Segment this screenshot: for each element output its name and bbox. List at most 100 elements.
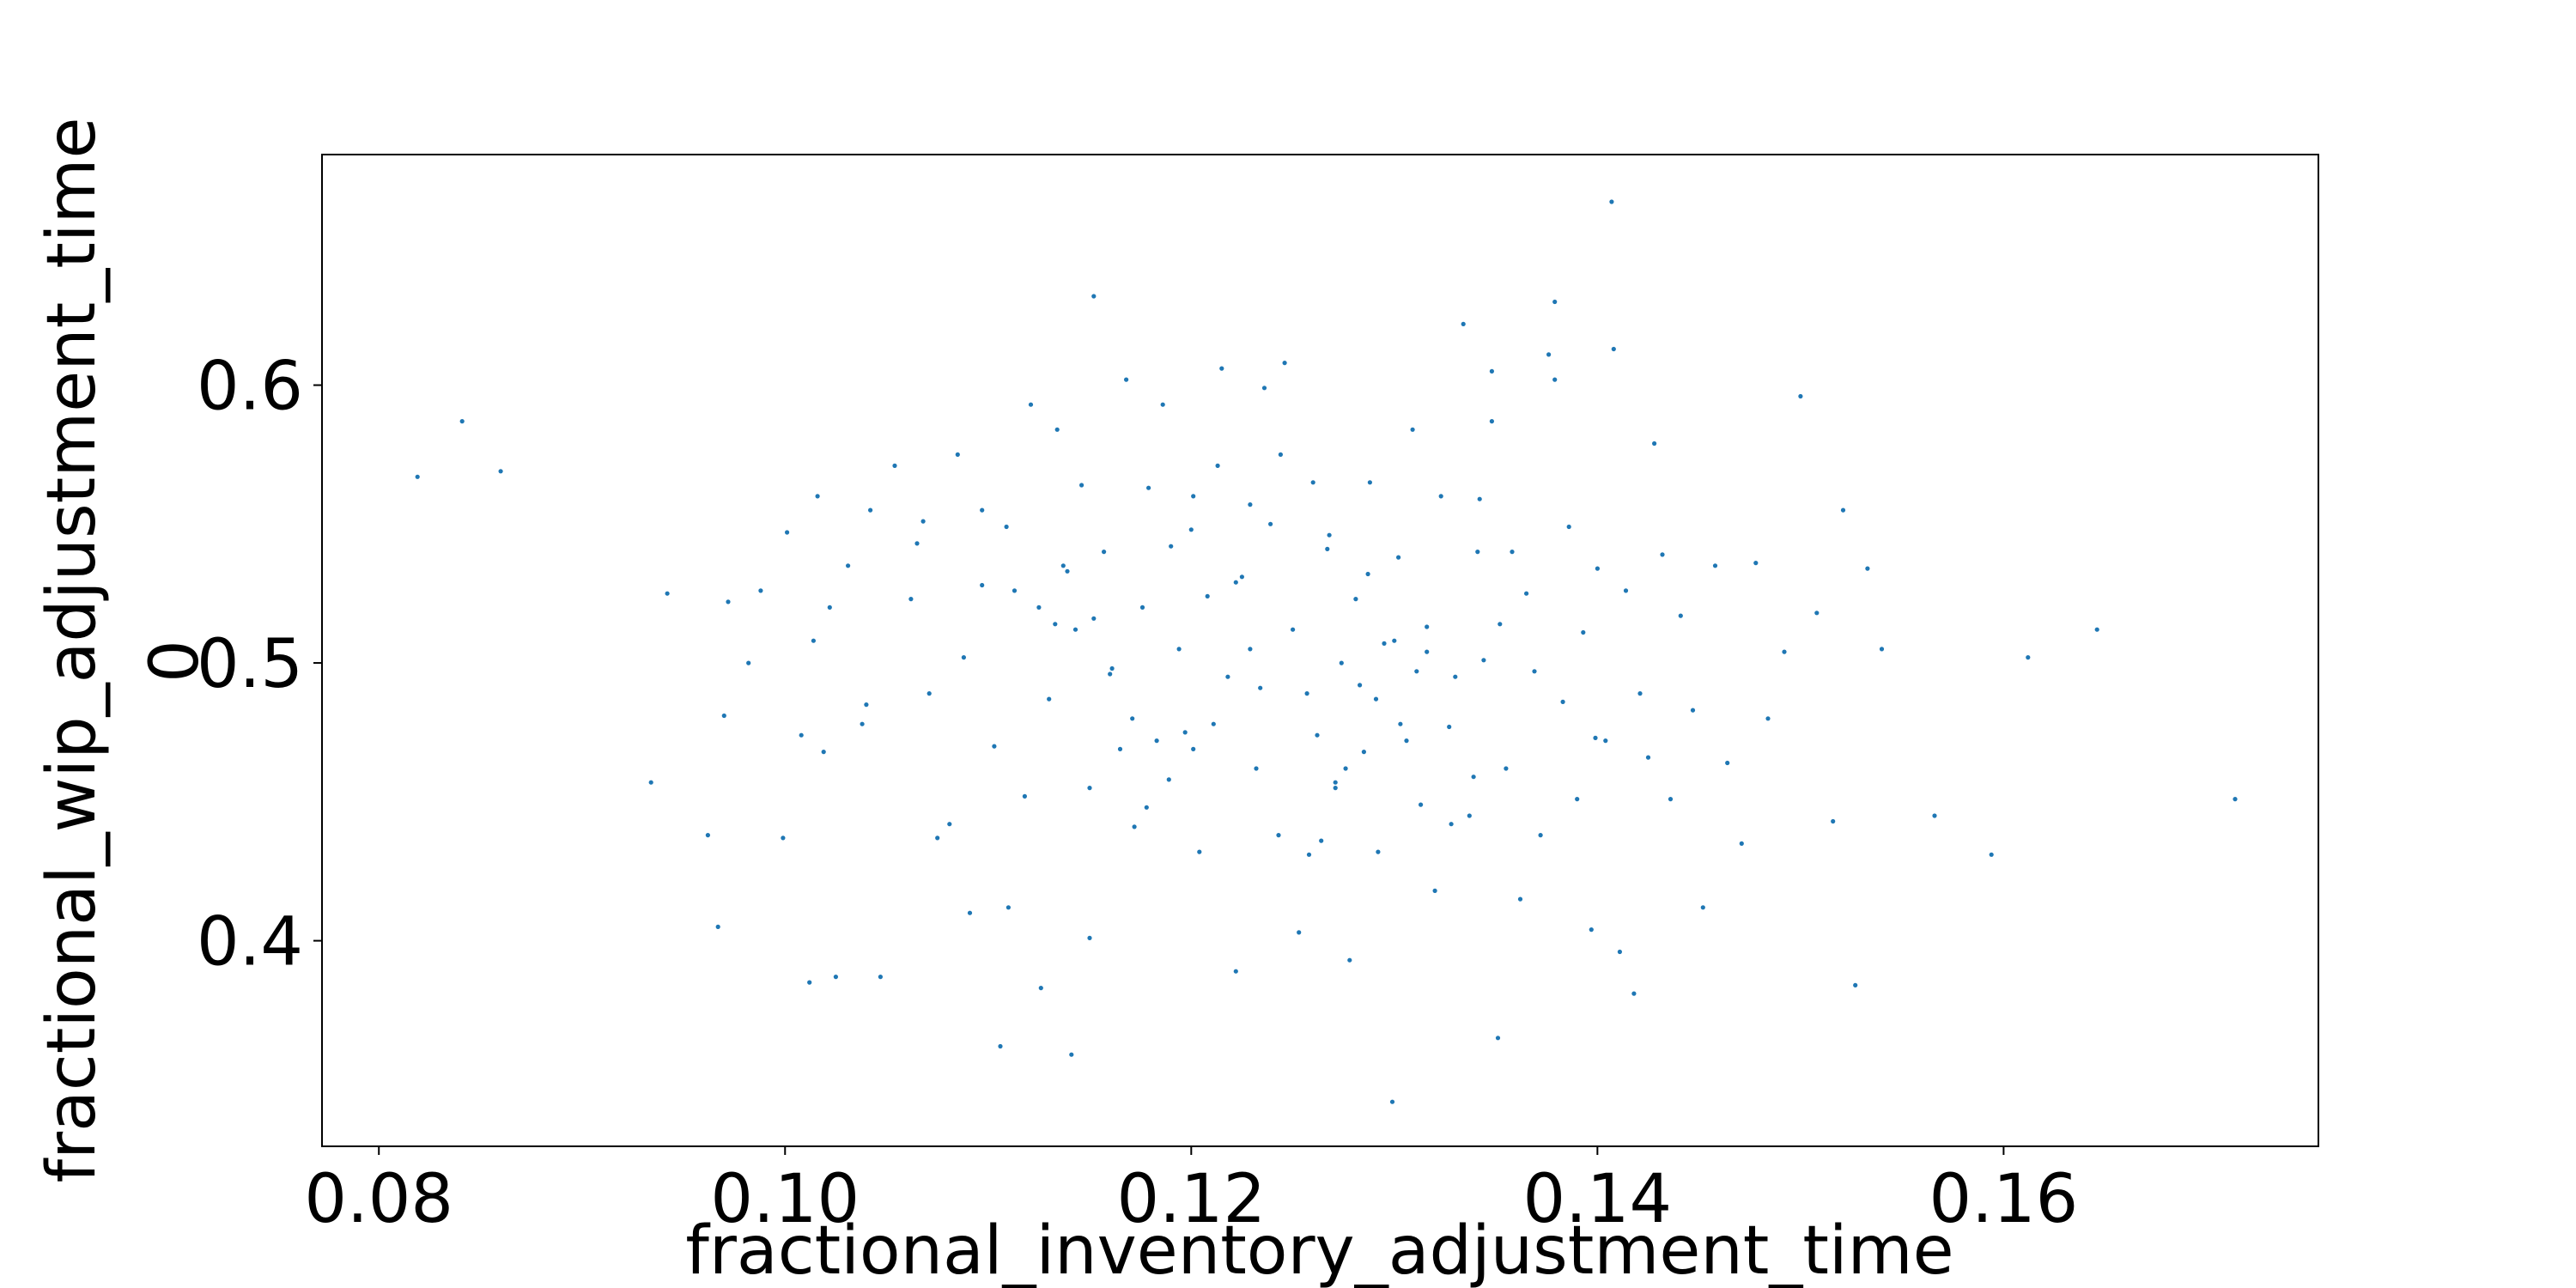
scatter-point [1144,805,1149,810]
y-tick-label: 0.6 [197,349,303,426]
scatter-point [998,1043,1003,1049]
scatter-point [1211,721,1216,726]
scatter-point [781,835,786,841]
scatter-point [1319,838,1324,843]
scatter-point [1339,660,1344,665]
scatter-point [459,419,465,424]
x-axis: 0.08 0.10 0.12 0.14 0.16 [304,1146,2078,1238]
scatter-point [1637,691,1643,696]
scatter-point [1327,532,1332,538]
scatter-point [1254,766,1259,771]
scatter-point [1047,696,1052,702]
scatter-point [935,835,940,841]
scatter-point [1389,1099,1395,1104]
scatter-point [1343,766,1348,771]
scatter-point [1481,658,1486,663]
scatter-point [1617,949,1622,955]
scatter-point [1382,641,1387,647]
scatter-point [1396,555,1401,560]
scatter-point [1398,721,1403,726]
scatter-point [1091,294,1097,299]
scatter-point [864,702,869,708]
scatter-point [705,833,711,838]
scatter-point [1261,386,1267,391]
scatter-point [1306,852,1312,857]
scatter-point [1291,627,1296,632]
scatter-point [715,924,720,929]
scatter-point [1233,969,1238,974]
scatter-point [815,494,820,499]
scatter-point [1191,746,1196,752]
scatter-point [1566,524,1571,530]
scatter-point [1304,691,1309,696]
scatter-point [1166,777,1171,782]
scatter-point [1248,502,1253,507]
scatter-point [947,822,952,827]
y-axis: 0.4 0.5 0.6 [197,349,322,981]
scatter-point [1315,732,1320,738]
x-axis-label: fractional_inventory_adjustment_time [685,1212,1953,1288]
scatter-point [1552,377,1558,382]
scatter-point [1069,1052,1074,1057]
scatter-point [1176,647,1182,652]
x-tick-label: 0.10 [710,1161,860,1238]
scatter-point [1438,494,1443,499]
y-tick-label: 0.5 [197,626,303,703]
scatter-point [1538,833,1543,838]
scatter-point [827,605,832,611]
scatter-point [1603,738,1608,744]
scatter-point [1146,485,1151,490]
scatter-point [1814,611,1820,616]
scatter-point [1268,521,1273,526]
scatter-point [1865,566,1870,571]
scatter-point [860,721,865,726]
scatter-point [821,750,826,755]
scatter-point [1425,624,1430,629]
scatter-point [1258,685,1263,690]
data-points [415,199,2238,1104]
scatter-point [1278,452,1283,458]
scatter-point [1028,402,1034,407]
scatter-point [1700,905,1705,910]
scatter-point [1581,629,1586,635]
scatter-point [868,507,873,513]
scatter-point [1609,199,1614,204]
scatter-point [1065,568,1070,574]
scatter-point [1109,665,1115,671]
scatter-point [1510,550,1515,555]
scatter-point [1546,352,1552,357]
scatter-point [1668,797,1674,802]
scatter-point [1498,622,1503,627]
scatter-point [908,597,914,602]
scatter-point [665,591,670,596]
x-tick-label: 0.12 [1116,1161,1266,1238]
scatter-point [799,732,804,738]
y-axis-label-suffix: 0 [137,640,214,683]
scatter-point [1575,797,1580,802]
scatter-point [1022,793,1027,799]
scatter-point [1449,822,1454,827]
scatter-point [1367,480,1372,485]
scatter-point [914,541,920,546]
scatter-point [1191,494,1196,499]
scatter-point [1589,927,1594,933]
scatter-point [1325,546,1330,552]
scatter-point [920,519,926,524]
scatter-point [961,655,966,660]
scatter-point [1690,708,1696,713]
scatter-point [1182,730,1188,735]
scatter-point [1467,813,1472,818]
scatter-point [1489,368,1494,374]
scatter-point [1611,346,1616,352]
scatter-point [726,599,731,605]
scatter-point [1798,393,1803,399]
scatter-point [1353,597,1358,602]
y-tick-label: 0.4 [197,904,303,981]
scatter-point [1139,605,1145,611]
scatter-point [1495,1036,1501,1041]
scatter-point [1524,591,1529,596]
scatter-point [1079,483,1084,488]
scatter-point [1725,760,1730,766]
